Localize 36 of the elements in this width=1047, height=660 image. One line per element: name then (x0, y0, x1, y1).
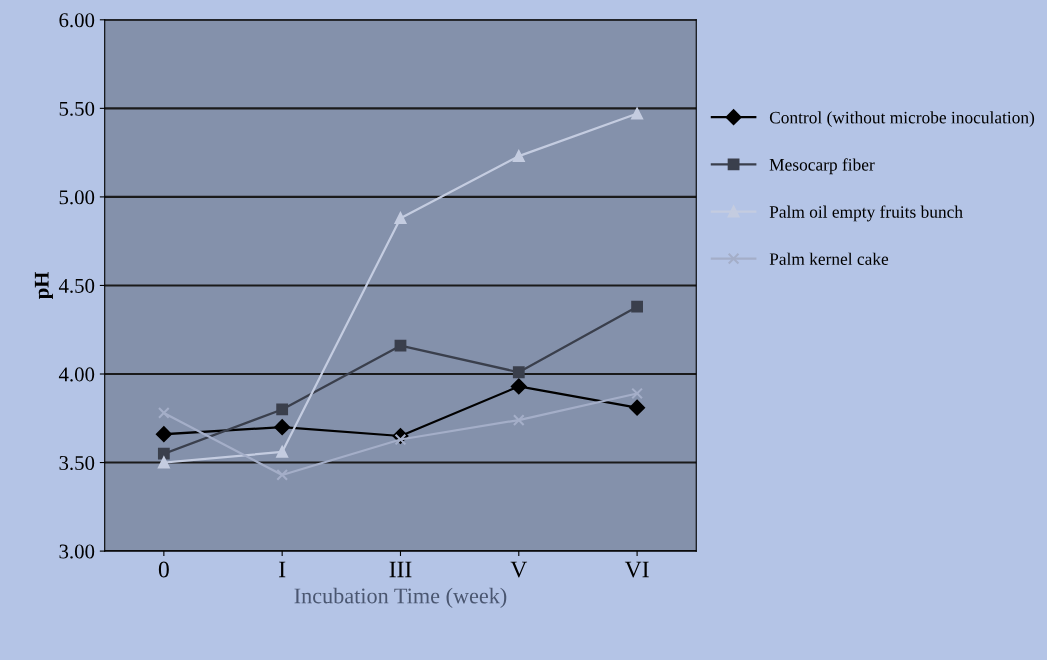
y-tick-label: 5.50 (59, 101, 95, 116)
point (276, 446, 289, 458)
y-tick-label: 4.50 (58, 278, 95, 293)
y-tick-label: 3.00 (59, 544, 95, 559)
point (157, 447, 170, 460)
point (631, 107, 643, 120)
y-tick-label: 4.00 (58, 367, 95, 382)
y-tick-label: 5.00 (59, 190, 95, 205)
point (510, 378, 527, 395)
x-tick-label: III (389, 561, 412, 578)
point (276, 403, 289, 416)
point (512, 150, 525, 163)
y-tick-label: 6.00 (59, 13, 95, 28)
point (157, 407, 170, 419)
point (276, 469, 289, 481)
legend-label: Palm kernel cake (769, 252, 889, 265)
point (274, 419, 291, 436)
y-tick-label: 3.50 (59, 455, 95, 471)
x-tick-label: 0 (158, 561, 169, 578)
point (394, 339, 407, 352)
point (157, 456, 170, 469)
point (631, 300, 643, 313)
x-tick-label: V (510, 561, 528, 578)
legend-label: Mesocarp fiber (769, 158, 875, 175)
x-tick-label: I (279, 561, 286, 578)
point (512, 366, 525, 379)
y-axis-title: pH (34, 271, 53, 300)
legend-label: Palm oil empty fruits bunch (769, 205, 963, 222)
point (394, 212, 407, 225)
legend-label: Control (without microbe inoculation) (769, 111, 1035, 127)
point (631, 387, 643, 400)
x-tick-label: VI (624, 561, 649, 578)
point (629, 399, 646, 416)
x-axis-title: Incubation Time (week) (294, 587, 507, 608)
point (155, 426, 172, 443)
point (512, 414, 525, 426)
